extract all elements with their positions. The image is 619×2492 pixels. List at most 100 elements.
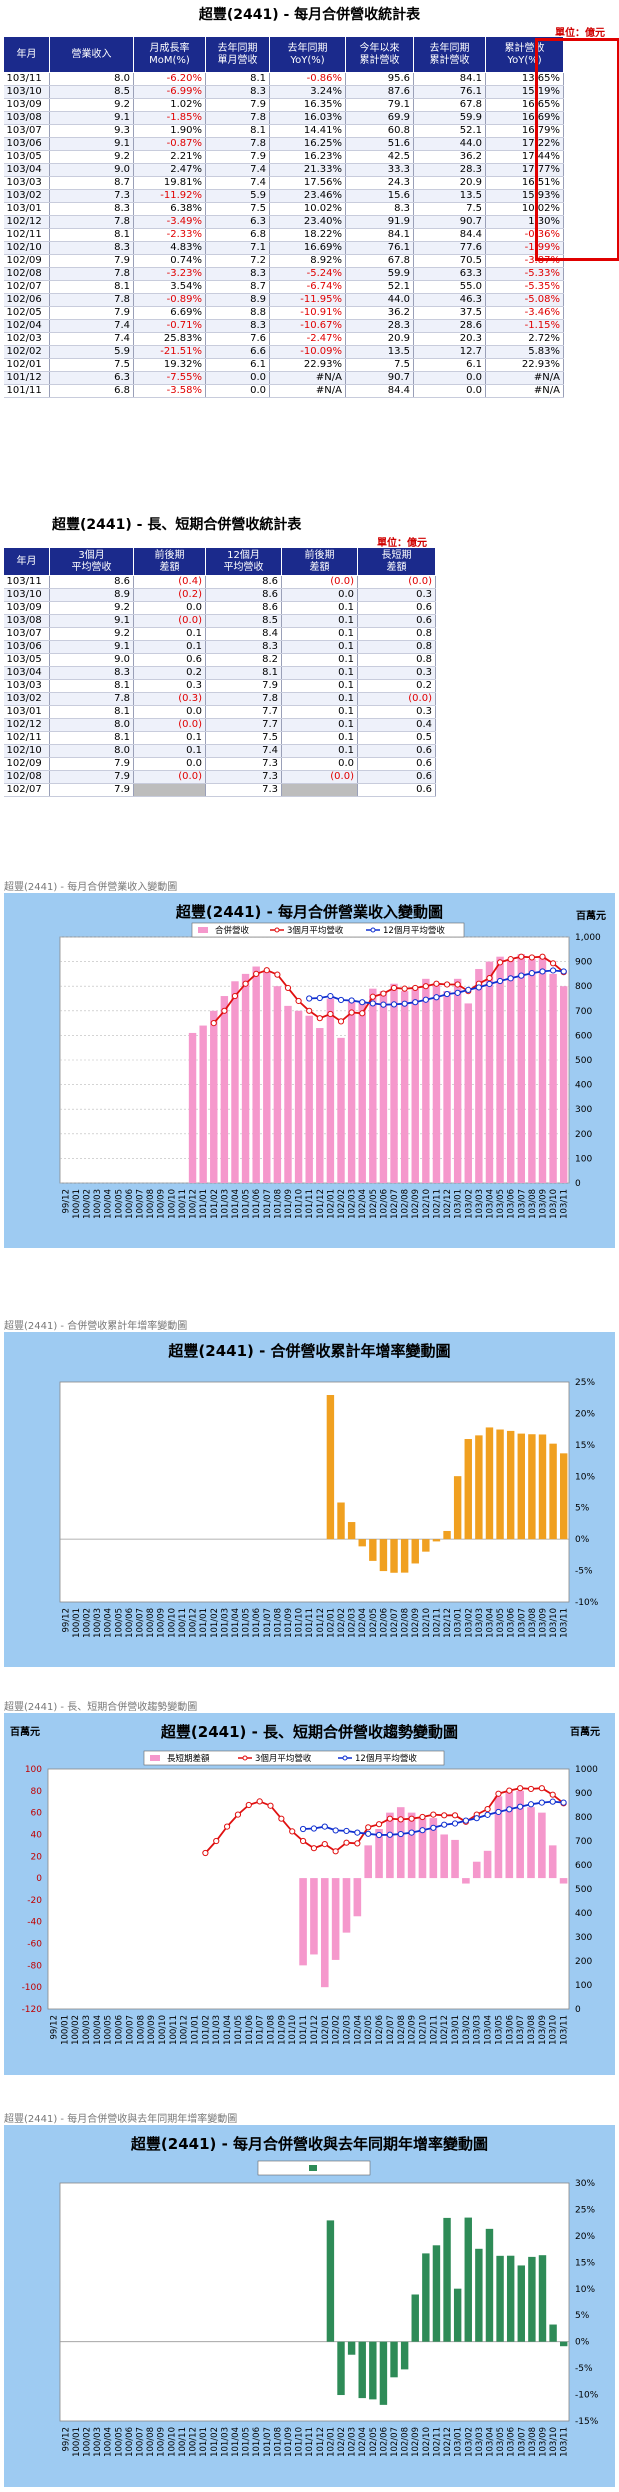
table-cell: 91.9	[345, 215, 414, 229]
table-cell: (0.0)	[357, 575, 436, 589]
table-row: 103/03 8.7 19.81% 7.4 17.56% 24.3 20.9 16.51%	[3, 176, 564, 190]
legend-label: 合併營收	[215, 925, 250, 936]
chart1-caption: 超豐(2441) - 每月合併營業收入變動圖	[4, 882, 178, 893]
table-cell: 6.8	[205, 228, 270, 242]
x-tick-label: 103/06	[505, 2015, 515, 2045]
y-tick-label-left: -100	[22, 1983, 43, 1993]
x-tick-label: 103/09	[538, 2015, 548, 2045]
table-cell: -0.89%	[133, 293, 206, 307]
table-cell: 0.0	[133, 705, 206, 719]
table-cell: 19.81%	[133, 176, 206, 190]
x-tick-label: 101/12	[316, 1189, 326, 1219]
revenue-bar	[379, 991, 388, 1183]
yoy-bar	[443, 2217, 451, 2342]
x-tick-label: 100/01	[72, 2427, 82, 2457]
revenue-bar	[390, 983, 398, 1183]
avg12-point	[518, 972, 525, 979]
diff-bar	[472, 1861, 481, 1879]
table-cell: 7.4	[49, 332, 134, 346]
avg12-point	[454, 989, 461, 996]
y-tick-label-left: 80	[31, 1787, 43, 1797]
cum-yoy-bar	[485, 1427, 494, 1540]
x-tick-label: 101/09	[284, 2427, 294, 2457]
table-cell: -21.51%	[133, 345, 206, 359]
table-cell: 67.8	[345, 254, 414, 268]
revenue-bar	[528, 959, 536, 1183]
x-tick-label: 103/10	[549, 2015, 559, 2045]
cum-yoy-bar	[422, 1539, 430, 1552]
table-cell: 16.23%	[269, 150, 346, 164]
x-tick-label: 102/06	[375, 2015, 385, 2045]
revenue-bar	[241, 973, 250, 1183]
x-tick-label: 102/03	[348, 1189, 358, 1219]
avg12-point	[528, 970, 535, 977]
table-cell: 8.3	[205, 267, 270, 281]
table-cell: 102/12	[3, 215, 50, 229]
table-cell: 0.1	[133, 731, 206, 745]
table-cell: 7.8	[49, 692, 134, 706]
table-row: 103/09 9.2 1.02% 7.9 16.35% 79.1 67.8 16.65%	[3, 98, 564, 112]
table-cell: 0.4	[357, 718, 436, 732]
x-tick-label: 100/05	[104, 2015, 114, 2045]
table-cell: 0.1	[281, 614, 358, 628]
table-cell: 20.9	[413, 176, 486, 190]
table-cell: 0.1	[281, 731, 358, 745]
avg3-point	[390, 984, 398, 992]
legend	[143, 1750, 445, 1766]
x-tick-label: 101/11	[305, 1189, 315, 1219]
x-tick-label: 100/10	[158, 2015, 168, 2045]
table-cell: 59.9	[413, 111, 486, 125]
table-cell: 0.1	[281, 666, 358, 680]
x-tick-label: 100/09	[157, 1608, 167, 1638]
y-tick-label: 10%	[575, 2285, 595, 2295]
table-cell: 0.0	[413, 384, 486, 398]
avg3-point	[539, 953, 546, 960]
diff-bar	[342, 1878, 351, 1933]
table-cell: 7.3	[205, 757, 282, 771]
y-tick-label: -15%	[575, 2417, 599, 2427]
diff-bar	[396, 1807, 405, 1879]
yoy-bar	[400, 2341, 409, 2370]
avg12-point	[316, 994, 323, 1002]
avg3-point	[451, 1812, 459, 1819]
x-tick-label: 102/06	[379, 2427, 389, 2457]
y-tick-label-left: 60	[31, 1809, 43, 1819]
x-tick-label: 100/02	[83, 1608, 93, 1638]
avg3-point	[310, 1845, 318, 1852]
x-tick-label: 100/11	[169, 2015, 179, 2045]
table-cell: 0.2	[357, 679, 436, 693]
table-cell: 7.9	[49, 770, 134, 784]
y-tick-label: -5%	[575, 1567, 593, 1577]
x-tick-label: 100/09	[157, 1189, 167, 1219]
x-tick-label: 101/06	[252, 1189, 262, 1219]
table-cell: (0.0)	[281, 770, 358, 784]
avg3-point	[289, 1828, 296, 1835]
table-row: 103/10 8.5 -6.99% 8.3 3.24% 87.6 76.1 15.19%	[3, 85, 564, 99]
revenue-bar	[453, 978, 462, 1183]
x-tick-label: 101/11	[299, 2015, 309, 2045]
diff-bar	[418, 1818, 427, 1879]
table-cell: 15.93%	[485, 189, 564, 203]
table-cell: 33.3	[345, 163, 414, 177]
yoy-bar	[432, 2245, 441, 2342]
table-cell: 102/12	[3, 718, 50, 732]
table-cell	[281, 783, 358, 797]
legend-swatch	[150, 1755, 160, 1761]
table-cell: 20.3	[413, 332, 486, 346]
table-cell: 102/03	[3, 332, 50, 346]
col-header: 12個月 平均營收	[205, 547, 282, 576]
avg3-point	[332, 1848, 339, 1855]
x-tick-label: 102/02	[332, 2015, 342, 2045]
table-cell: 6.38%	[133, 202, 206, 216]
avg12-point	[348, 997, 355, 1004]
x-tick-label: 103/03	[475, 1608, 485, 1638]
x-tick-label: 102/11	[432, 1608, 442, 1638]
y-tick-label: 30%	[575, 2179, 595, 2189]
diff-bar	[440, 1834, 448, 1879]
table-cell: 7.3	[205, 770, 282, 784]
col-header: 去年同期 YoY(%)	[269, 36, 346, 73]
y-tick-label-right: 400	[575, 1909, 592, 1919]
table-cell: 3.54%	[133, 280, 206, 294]
x-tick-label: 99/12	[61, 1608, 71, 1633]
table-cell: (0.2)	[133, 588, 206, 602]
